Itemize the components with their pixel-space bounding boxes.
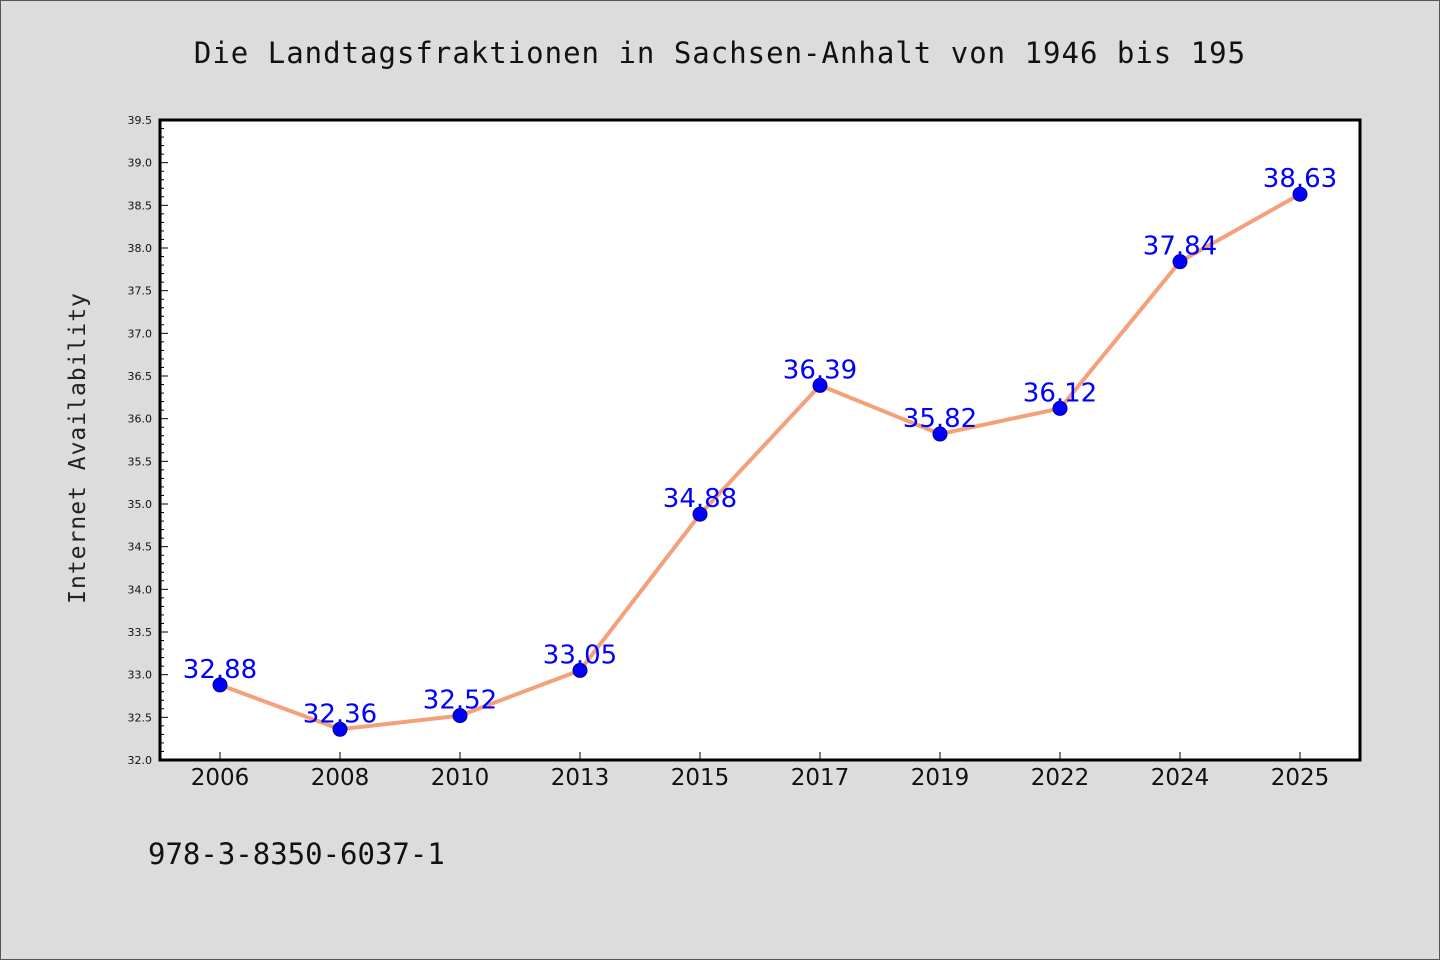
x-tick-label: 2013 <box>551 765 610 791</box>
data-label: 32.88 <box>183 655 257 685</box>
data-point-marker <box>332 721 348 737</box>
data-point-marker <box>572 662 588 678</box>
data-label: 32.52 <box>423 686 497 716</box>
y-tick-label: 38.5 <box>128 199 153 212</box>
y-tick-label: 32.0 <box>128 754 153 767</box>
y-tick-label: 37.0 <box>128 327 153 340</box>
data-label: 33.05 <box>543 640 617 670</box>
y-tick-label: 36.5 <box>128 370 153 383</box>
data-label: 36.12 <box>1023 378 1097 408</box>
data-labels: 32.88 32.36 32.52 33.05 34.88 36.39 35.82 36.12… <box>183 164 1337 729</box>
y-tick-label: 38.0 <box>128 242 153 255</box>
data-label: 34.88 <box>663 484 737 514</box>
series-line-group <box>218 192 1302 732</box>
data-point-marker <box>1052 400 1068 416</box>
y-axis: 32.0 32.5 33.0 33.5 34.0 34.5 35.0 35.5 36.0 36.5… <box>128 114 168 767</box>
y-tick-label: 35.5 <box>128 455 153 468</box>
y-tick-label: 34.5 <box>128 541 153 554</box>
data-points <box>212 186 1308 737</box>
x-tick-label: 2017 <box>791 765 850 791</box>
x-tick-label: 2024 <box>1151 765 1210 791</box>
x-tick-label: 2006 <box>191 765 250 791</box>
y-tick-label: 37.5 <box>128 285 153 298</box>
y-tick-label: 33.5 <box>128 626 153 639</box>
data-point-marker <box>452 708 468 724</box>
footer-isbn: 978-3-8350-6037-1 <box>148 837 445 871</box>
x-tick-label: 2010 <box>431 765 490 791</box>
chart-title: Die Landtagsfraktionen in Sachsen-Anhalt… <box>194 36 1246 70</box>
y-tick-label: 33.0 <box>128 669 153 682</box>
y-tick-label: 39.0 <box>128 157 153 170</box>
y-tick-label: 32.5 <box>128 711 153 724</box>
plot-area <box>158 118 1362 762</box>
x-tick-label: 2008 <box>311 765 370 791</box>
y-tick-label: 34.0 <box>128 583 153 596</box>
data-point-marker <box>1292 186 1308 202</box>
data-label: 36.39 <box>783 355 857 385</box>
data-label: 38.63 <box>1263 164 1337 194</box>
series-line <box>218 192 1302 732</box>
data-point-marker <box>1172 254 1188 270</box>
y-tick-label: 35.0 <box>128 498 153 511</box>
x-tick-label: 2022 <box>1031 765 1090 791</box>
data-point-marker <box>932 426 948 442</box>
x-tick-label: 2015 <box>671 765 730 791</box>
x-tick-label: 2019 <box>911 765 970 791</box>
x-tick-label: 2025 <box>1271 765 1330 791</box>
data-label: 32.36 <box>303 699 377 729</box>
x-axis: 2006 2008 2010 2013 2015 2017 2019 2022 2024 2025 <box>191 752 1330 791</box>
y-tick-label: 39.5 <box>128 114 153 127</box>
data-label: 37.84 <box>1143 232 1217 262</box>
data-point-marker <box>812 377 828 393</box>
data-point-marker <box>692 506 708 522</box>
y-axis-label: Internet Availability <box>65 292 91 604</box>
data-point-marker <box>212 677 228 693</box>
y-tick-label: 36.0 <box>128 413 153 426</box>
data-label: 35.82 <box>903 404 977 434</box>
